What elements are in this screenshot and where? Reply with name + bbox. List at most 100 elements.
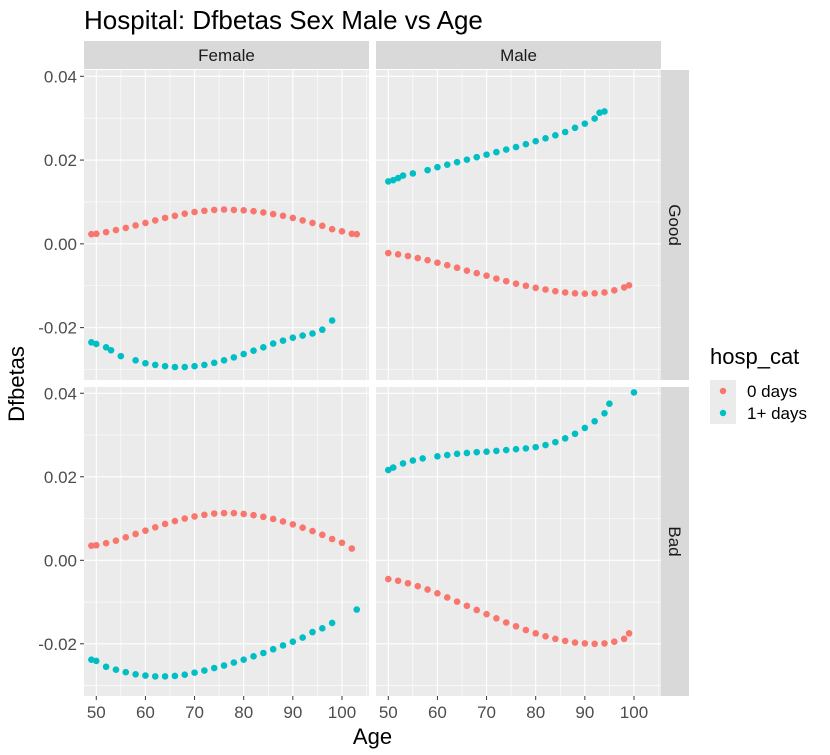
data-point (483, 610, 490, 618)
data-point (142, 359, 149, 367)
data-point (552, 132, 559, 139)
data-point (463, 449, 471, 457)
data-point (132, 530, 139, 538)
data-point (289, 521, 297, 528)
data-point (142, 672, 149, 679)
data-point (269, 515, 277, 523)
data-point (581, 290, 589, 298)
data-point (92, 541, 100, 549)
series-0-days (88, 509, 356, 552)
data-point (591, 289, 598, 297)
data-point (201, 667, 208, 674)
data-point (102, 663, 110, 671)
data-point (328, 317, 336, 324)
data-point (453, 450, 461, 458)
x-tick-label: 60 (136, 703, 155, 722)
data-point (522, 140, 530, 148)
y-tick-label: -0.02 (38, 635, 77, 654)
data-point (463, 156, 471, 163)
data-point (532, 284, 539, 292)
strip-bad-bg (661, 387, 689, 696)
data-point (453, 158, 461, 166)
data-point (210, 206, 218, 214)
series-0-days (384, 575, 633, 648)
data-point (279, 642, 287, 649)
data-point (434, 589, 441, 597)
data-point (611, 287, 618, 294)
data-point (151, 673, 159, 680)
panel-background (84, 387, 369, 696)
strip-label-male: Male (500, 46, 537, 65)
data-point (473, 153, 481, 161)
data-point (581, 424, 589, 432)
data-point (319, 531, 326, 539)
data-point (348, 230, 356, 238)
data-point (279, 212, 287, 220)
data-point (561, 289, 569, 296)
data-point (319, 222, 326, 230)
data-point (201, 207, 208, 215)
x-axis-title: Age (353, 724, 392, 749)
x-tick-label: 100 (620, 703, 648, 722)
x-tick-label: 70 (185, 703, 204, 722)
data-point (92, 230, 100, 238)
data-point (289, 638, 297, 646)
data-point (512, 445, 520, 453)
data-point (220, 206, 228, 213)
strip-male-bg (376, 41, 661, 69)
data-point (201, 361, 208, 369)
data-point (309, 330, 316, 337)
data-point (171, 363, 179, 371)
data-point (601, 410, 608, 417)
facet-panels (84, 70, 661, 696)
data-point (394, 251, 402, 258)
data-point (92, 657, 100, 665)
data-point (151, 361, 159, 369)
data-point (601, 640, 608, 647)
data-point (581, 120, 589, 127)
data-point (122, 224, 130, 232)
x-tick-label: 60 (428, 703, 447, 722)
data-point (493, 447, 500, 455)
data-point (483, 448, 490, 456)
data-point (348, 545, 356, 552)
panel-background (376, 387, 661, 696)
data-point (434, 453, 441, 460)
data-point (289, 214, 297, 222)
data-point (463, 602, 471, 610)
data-point (161, 362, 169, 370)
panel-background (376, 70, 661, 380)
panel-male-good (376, 70, 661, 380)
data-point (552, 438, 559, 446)
data-point (191, 669, 198, 676)
row-strips: Good Bad (661, 70, 689, 696)
panel-female-good (84, 70, 369, 380)
data-point (414, 582, 422, 590)
data-point (353, 606, 361, 613)
data-point (473, 606, 481, 614)
y-tick-label: 0.00 (44, 235, 77, 254)
data-point (384, 466, 392, 474)
strip-label-female: Female (198, 46, 255, 65)
data-point (473, 448, 481, 456)
data-point (112, 537, 120, 544)
data-point (181, 210, 189, 217)
data-point (230, 206, 238, 214)
data-point (453, 264, 461, 272)
data-point (591, 417, 598, 425)
data-point (319, 625, 326, 632)
data-point (571, 639, 579, 646)
data-point (210, 664, 218, 672)
data-point (606, 400, 613, 408)
data-point (389, 464, 397, 471)
data-point (171, 517, 179, 525)
y-tick-label: 0.00 (44, 551, 77, 570)
data-point (353, 230, 361, 238)
data-point (542, 286, 549, 293)
data-point (522, 445, 530, 452)
data-point (92, 340, 100, 348)
y-axis-title: Dfbetas (4, 346, 29, 422)
data-point (181, 363, 189, 371)
data-point (319, 326, 326, 334)
data-point (102, 228, 110, 236)
